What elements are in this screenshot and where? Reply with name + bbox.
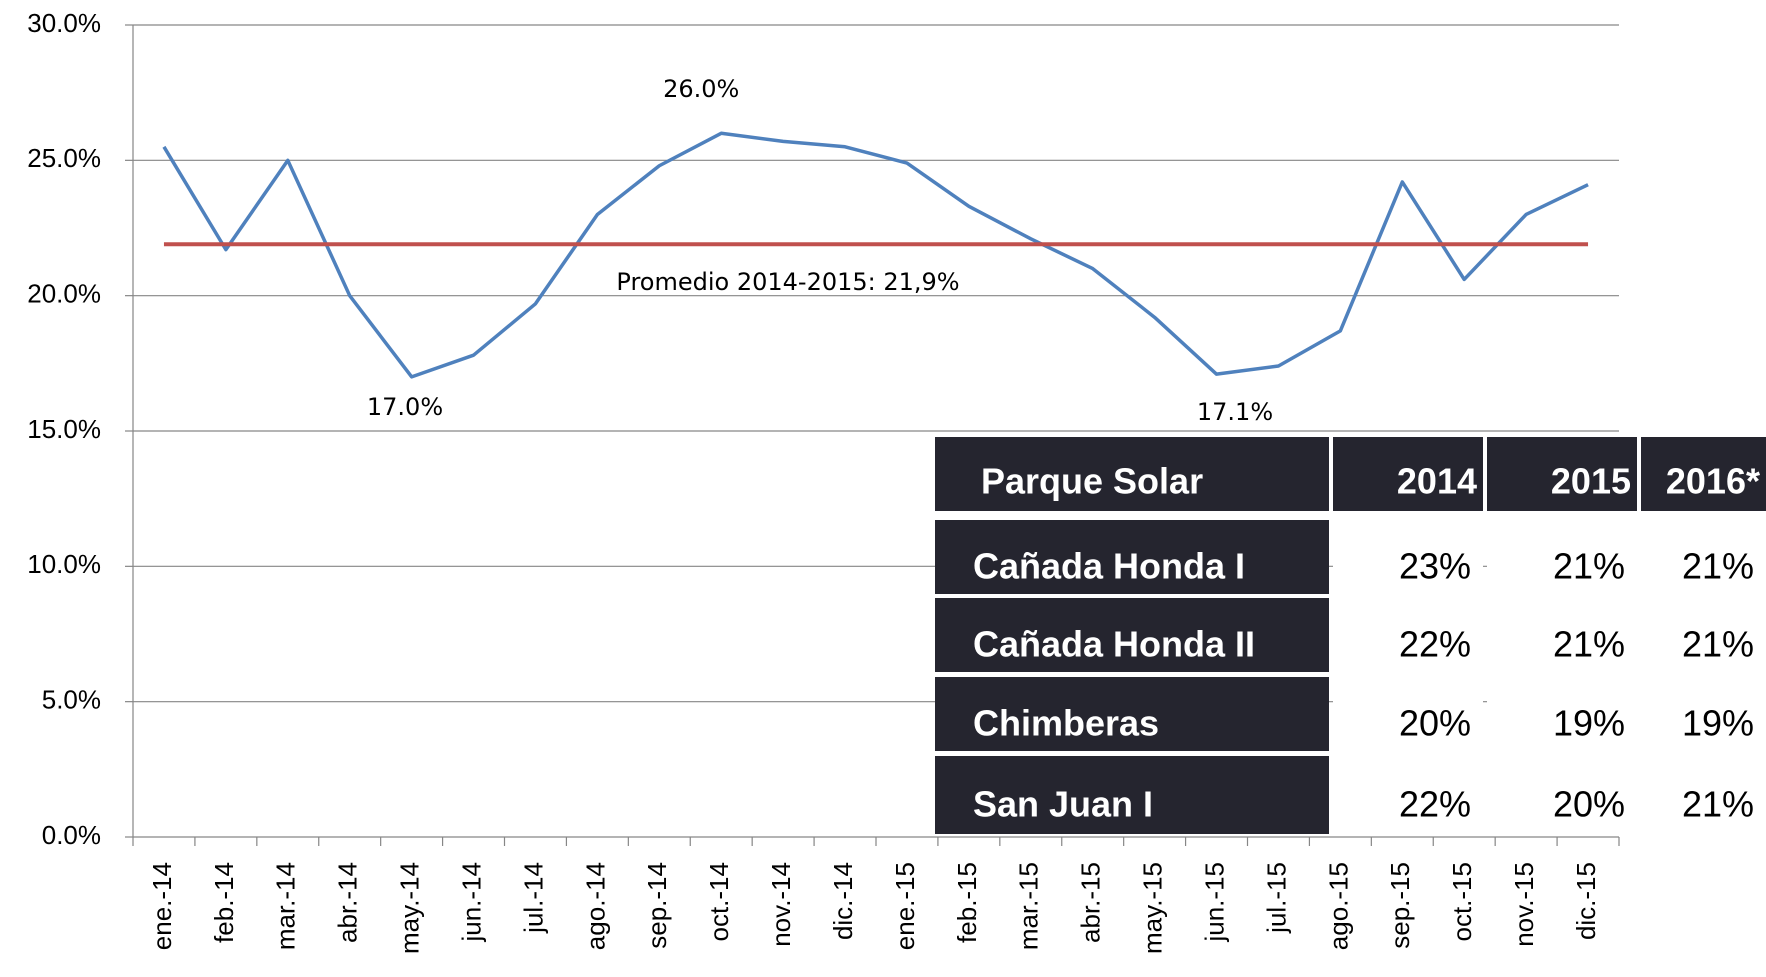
x-tick-label: jun.-14 xyxy=(456,862,486,943)
x-tick-label: ago.-14 xyxy=(580,862,610,950)
table-cell-value: 21% xyxy=(1553,624,1625,665)
table-cell-value: 21% xyxy=(1682,784,1754,825)
table-cell xyxy=(1333,520,1483,594)
y-tick-label: 25.0% xyxy=(27,143,101,173)
x-tick-label: may.-15 xyxy=(1138,862,1168,954)
table-cell xyxy=(1487,677,1637,751)
x-tick-label: mar.-14 xyxy=(271,862,301,950)
x-tick-label: dic.-14 xyxy=(828,862,858,940)
annotation: 26.0% xyxy=(663,75,739,103)
y-tick-label: 0.0% xyxy=(42,820,101,850)
table-row-label: San Juan I xyxy=(973,784,1153,825)
table-cell xyxy=(1641,520,1766,594)
table-header: Parque Solar xyxy=(981,461,1203,502)
table-cell-value: 20% xyxy=(1399,703,1471,744)
x-tick-label: jul.-15 xyxy=(1261,862,1291,934)
table-header-cell xyxy=(1333,437,1483,511)
line-series xyxy=(162,131,1589,379)
x-tick-label: nov.-14 xyxy=(766,862,796,947)
average-label: Promedio 2014-2015: 21,9% xyxy=(616,268,959,296)
table-cell-value: 20% xyxy=(1553,784,1625,825)
x-tick-label: ene.-14 xyxy=(147,862,177,950)
table-header: 2015 xyxy=(1551,461,1631,502)
table-cell-value: 22% xyxy=(1399,624,1471,665)
y-tick-label: 5.0% xyxy=(42,685,101,715)
table-row-label: Cañada Honda II xyxy=(973,624,1255,665)
table-row-cell xyxy=(935,677,1329,751)
table-header-cell xyxy=(935,437,1329,511)
x-tick-label: mar.-15 xyxy=(1014,862,1044,950)
x-tick-label: ene.-15 xyxy=(890,862,920,950)
table-row-cell xyxy=(935,520,1329,594)
x-tick-label: feb.-14 xyxy=(209,862,239,943)
table-cell-value: 21% xyxy=(1553,546,1625,587)
y-tick-label: 30.0% xyxy=(27,8,101,38)
y-tick-label: 10.0% xyxy=(27,549,101,579)
table-row-label: Cañada Honda I xyxy=(973,546,1245,587)
x-tick-label: sep.-15 xyxy=(1385,862,1415,949)
x-tick-label: feb.-15 xyxy=(952,862,982,943)
table-cell xyxy=(1487,520,1637,594)
table-cell xyxy=(1333,677,1483,751)
table-header: 2016* xyxy=(1666,461,1760,502)
annotation: 17.1% xyxy=(1197,398,1273,426)
table-cell xyxy=(1487,756,1637,834)
x-tick-label: abr.-15 xyxy=(1076,862,1106,943)
y-tick-label: 20.0% xyxy=(27,279,101,309)
table-header: 2014 xyxy=(1397,461,1477,502)
x-tick-label: nov.-15 xyxy=(1509,862,1539,947)
table-cell-value: 23% xyxy=(1399,546,1471,587)
table-row-cell xyxy=(935,598,1329,672)
x-tick-label: jul.-14 xyxy=(518,862,548,934)
table-header-cell xyxy=(1641,437,1766,511)
y-tick-label: 15.0% xyxy=(27,414,101,444)
x-tick-label: oct.-14 xyxy=(704,862,734,942)
table-header-cell xyxy=(1487,437,1637,511)
x-tick-label: jun.-15 xyxy=(1199,862,1229,943)
x-tick-label: ago.-15 xyxy=(1323,862,1353,950)
table-cell xyxy=(1487,598,1637,672)
table-cell-value: 21% xyxy=(1682,624,1754,665)
annotation: 17.0% xyxy=(367,393,443,421)
table-cell xyxy=(1641,677,1766,751)
x-tick-label: abr.-14 xyxy=(333,862,363,943)
table-cell xyxy=(1333,598,1483,672)
table-cell-value: 21% xyxy=(1682,546,1754,587)
x-tick-label: dic.-15 xyxy=(1571,862,1601,940)
table-cell xyxy=(1333,756,1483,834)
table-cell-value: 19% xyxy=(1553,703,1625,744)
table-cell-value: 22% xyxy=(1399,784,1471,825)
x-tick-label: oct.-15 xyxy=(1447,862,1477,942)
table-cell xyxy=(1641,598,1766,672)
table-row-cell xyxy=(935,756,1329,834)
table-cell xyxy=(1641,756,1766,834)
x-tick-label: sep.-14 xyxy=(642,862,672,949)
table-row-label: Chimberas xyxy=(973,703,1159,744)
x-tick-label: may.-14 xyxy=(395,862,425,954)
table-cell-value: 19% xyxy=(1682,703,1754,744)
